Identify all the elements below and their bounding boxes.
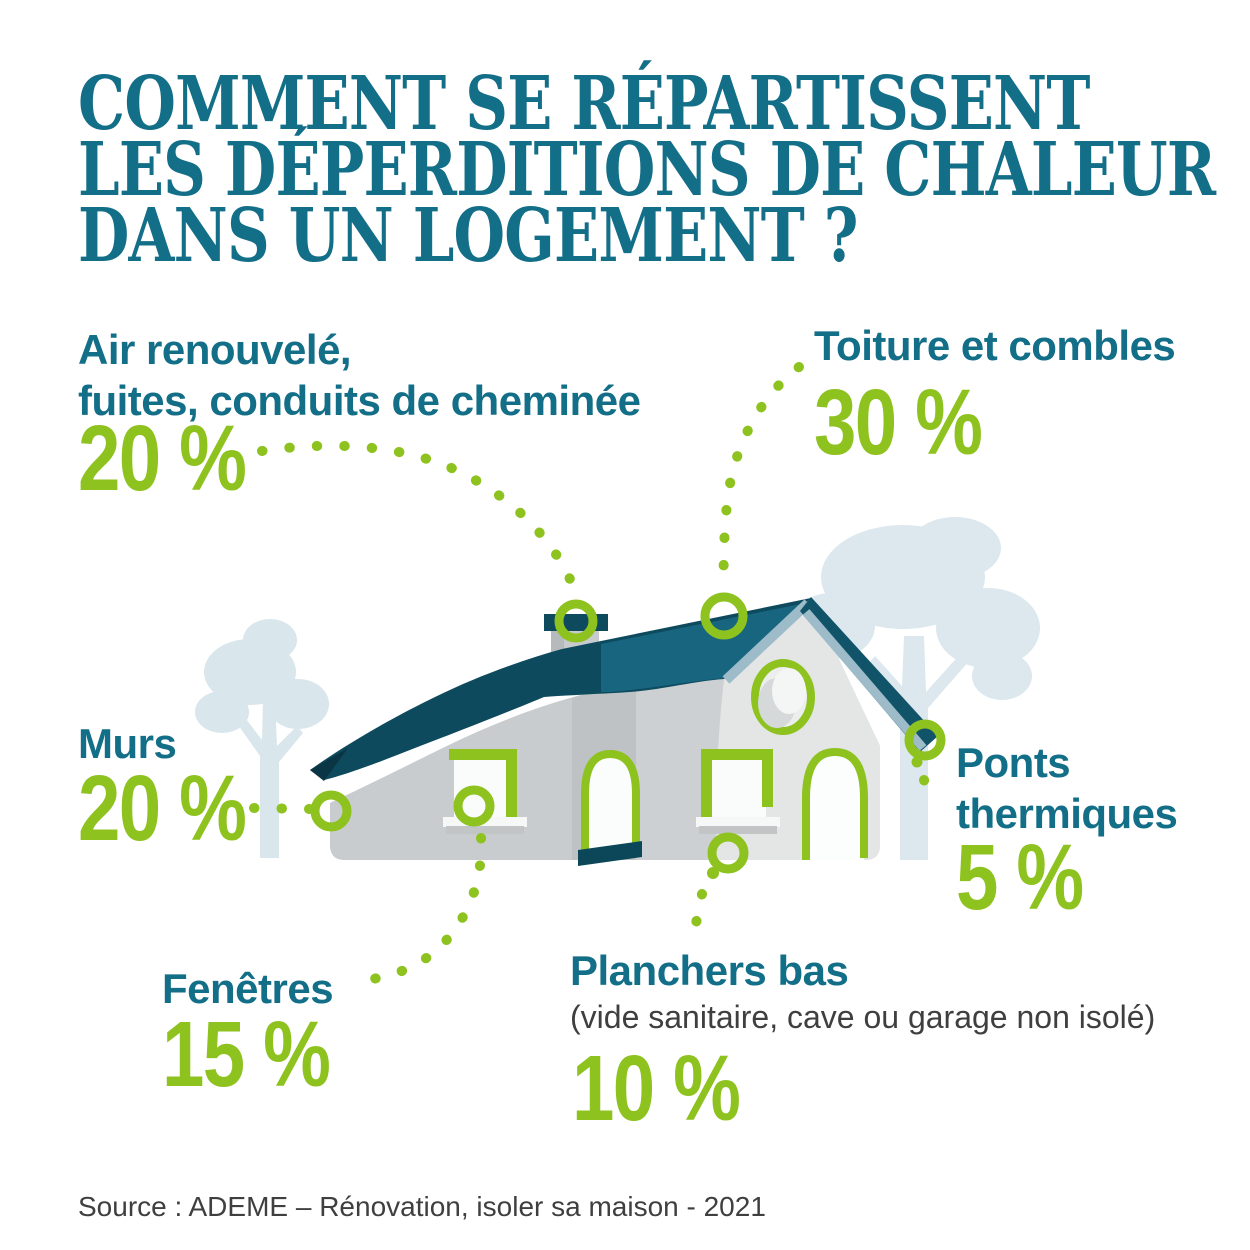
value-fenetres: 15 % [162,1002,331,1106]
label-ponts-line-2: thermiques [956,790,1178,837]
roof [310,597,938,781]
label-toiture: Toiture et combles [814,322,1176,369]
label-planchers-bas: Planchers bas [570,947,849,994]
value-planchers-bas: 10 % [572,1036,741,1140]
value-air-renouvele: 20 % [78,406,247,510]
dotted-connectors [249,362,937,985]
door-step [578,841,642,866]
label-ponts-thermiques: Ponts thermiques [956,737,1178,839]
label-ponts-line-1: Ponts [956,739,1071,786]
chimney-cap [544,614,608,631]
label-murs: Murs [78,720,177,767]
value-toiture: 30 % [814,370,983,474]
connector-ponts [919,775,937,811]
title-line-3: DANS UN LOGEMENT ? [78,193,858,279]
tree-left [195,619,329,858]
connector-murs [249,803,315,814]
ring-floor [707,832,749,874]
connector-toiture [718,362,804,595]
title-line-1: COMMENT SE RÉPARTISSENT [78,61,1090,147]
gable-edge-right [802,609,927,751]
porch-arch [802,747,868,860]
ring-wall [310,790,352,832]
roof-front-slope [601,603,806,692]
roof-right-slope [800,597,938,752]
label-air-line-1: Air renouvelé, [78,326,352,373]
door-arched [578,749,642,866]
page-title: COMMENT SE RÉPARTISSENT LES DÉPERDITIONS… [78,61,1250,279]
value-ponts-thermiques: 5 % [956,825,1084,929]
source-credit: Source : ADEME – Rénovation, isoler sa m… [78,1191,766,1222]
connector-air [257,440,580,596]
attic-round-window [751,659,815,735]
connector-planchers [689,889,707,948]
ring-thermal-bridge [904,719,946,761]
roof-eave-tip [310,748,348,781]
window-right [696,749,780,834]
label-fenetres: Fenêtres [162,965,334,1012]
value-murs: 20 % [78,756,247,860]
subtitle-planchers-bas: (vide sanitaire, cave ou garage non isol… [570,999,1156,1035]
ring-tails [707,756,923,879]
label-air-renouvele: Air renouvelé, fuites, conduits de chemi… [78,324,641,426]
ring-roof [700,592,748,640]
gable-edge-left [722,599,812,684]
label-air-line-2: fuites, conduits de cheminée [78,377,641,424]
callout-rings [310,592,946,874]
title-line-2: LES DÉPERDITIONS DE CHALEUR [78,127,1216,213]
ring-chimney [554,599,598,643]
ring-window [453,785,495,827]
